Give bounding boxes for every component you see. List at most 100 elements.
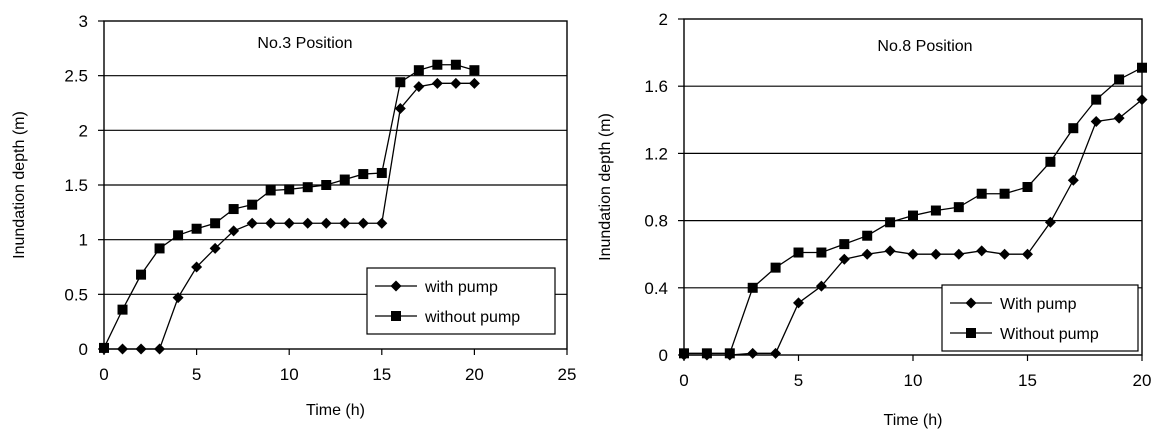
data-point bbox=[1137, 62, 1147, 73]
x-axis: 0 5 10 15 20 bbox=[679, 355, 1151, 390]
legend-box bbox=[366, 267, 556, 335]
y-axis: 0 0.4 0.8 1.2 1.6 2 bbox=[644, 10, 1142, 365]
data-point bbox=[265, 217, 277, 229]
data-point bbox=[247, 199, 258, 210]
legend-label: With pump bbox=[1000, 296, 1077, 313]
data-point bbox=[394, 102, 406, 114]
data-point bbox=[724, 348, 735, 359]
x-tick-label: 0 bbox=[679, 371, 688, 390]
data-point bbox=[838, 253, 850, 265]
data-point bbox=[228, 204, 239, 215]
data-point bbox=[1136, 94, 1148, 106]
data-point bbox=[173, 230, 184, 241]
data-point bbox=[1113, 112, 1125, 124]
x-axis-label: Time (h) bbox=[884, 412, 943, 429]
data-point bbox=[154, 343, 166, 355]
legend: With pump Without pump bbox=[941, 284, 1139, 352]
data-point bbox=[339, 174, 350, 185]
y-axis-label: Inundation depth (m) bbox=[11, 111, 28, 259]
data-point bbox=[135, 343, 147, 355]
data-point bbox=[976, 245, 988, 257]
x-tick-label: 20 bbox=[465, 365, 484, 384]
data-point bbox=[431, 77, 443, 89]
data-point bbox=[861, 248, 873, 260]
data-point bbox=[265, 185, 276, 196]
x-tick-label: 15 bbox=[1018, 371, 1037, 390]
data-point bbox=[701, 348, 712, 359]
data-point bbox=[793, 297, 804, 309]
series-without-pump bbox=[99, 59, 480, 353]
data-point bbox=[283, 217, 295, 229]
y-tick-label: 2 bbox=[79, 121, 88, 140]
x-tick-label: 25 bbox=[558, 365, 577, 384]
data-point bbox=[1045, 156, 1056, 167]
x-axis: 0 5 10 15 20 25 bbox=[99, 349, 576, 384]
legend-box bbox=[941, 284, 1139, 352]
y-tick-label: 0.4 bbox=[644, 279, 668, 298]
data-point bbox=[679, 348, 689, 359]
x-tick-label: 15 bbox=[372, 365, 391, 384]
data-point bbox=[884, 245, 896, 257]
x-tick-label: 5 bbox=[192, 365, 201, 384]
data-point bbox=[99, 342, 109, 353]
legend-label: Without pump bbox=[1000, 326, 1099, 343]
legend-label: with pump bbox=[424, 279, 498, 296]
data-point bbox=[154, 243, 165, 254]
data-point bbox=[1068, 123, 1079, 134]
data-point bbox=[450, 77, 462, 89]
legend-marker bbox=[391, 311, 401, 321]
data-point bbox=[450, 59, 461, 70]
data-point bbox=[930, 205, 941, 216]
data-point bbox=[228, 225, 240, 237]
data-point bbox=[246, 217, 258, 229]
x-tick-label: 5 bbox=[794, 371, 803, 390]
data-point bbox=[1114, 74, 1125, 85]
y-tick-label: 2 bbox=[659, 10, 668, 29]
data-point bbox=[339, 217, 351, 229]
data-point bbox=[839, 239, 850, 250]
series-without-pump bbox=[679, 62, 1147, 359]
data-point bbox=[770, 262, 781, 273]
data-point bbox=[953, 202, 964, 213]
data-point bbox=[117, 343, 129, 355]
data-point bbox=[432, 59, 443, 70]
data-point bbox=[862, 230, 873, 241]
data-point bbox=[999, 188, 1010, 199]
y-tick-label: 0.8 bbox=[644, 212, 668, 231]
data-point bbox=[1091, 94, 1102, 105]
data-point bbox=[191, 223, 202, 234]
data-point bbox=[413, 65, 424, 76]
data-point bbox=[172, 292, 184, 304]
data-point bbox=[1044, 216, 1056, 228]
data-point bbox=[747, 282, 758, 293]
series-with-pump bbox=[98, 77, 480, 355]
y-tick-label: 0 bbox=[79, 340, 88, 359]
data-point bbox=[191, 261, 203, 273]
x-tick-label: 20 bbox=[1133, 371, 1152, 390]
y-tick-label: 1.5 bbox=[64, 176, 88, 195]
data-point bbox=[1090, 115, 1102, 127]
legend-marker bbox=[390, 280, 402, 292]
data-point bbox=[302, 182, 313, 193]
chart-title: No.3 Position bbox=[257, 35, 352, 52]
y-tick-label: 0.5 bbox=[64, 285, 88, 304]
x-tick-label: 0 bbox=[99, 365, 108, 384]
data-point bbox=[770, 347, 782, 359]
data-point bbox=[930, 248, 942, 260]
data-point bbox=[1022, 182, 1033, 192]
chart-no3-position: 0 0.5 1 1.5 2 2.5 3 0 5 10 15 20 25 No.3 Position Time… bbox=[11, 12, 576, 419]
data-point bbox=[302, 217, 314, 229]
y-tick-label: 0 bbox=[659, 346, 668, 365]
y-axis: 0 0.5 1 1.5 2 2.5 3 bbox=[64, 12, 567, 359]
x-axis-label: Time (h) bbox=[306, 402, 365, 419]
data-point bbox=[976, 188, 987, 199]
data-point bbox=[320, 217, 332, 229]
data-point bbox=[210, 218, 221, 229]
data-point bbox=[953, 248, 965, 260]
data-point bbox=[358, 169, 369, 180]
data-point bbox=[321, 180, 332, 190]
data-point bbox=[284, 184, 295, 195]
data-point bbox=[468, 77, 480, 89]
data-point bbox=[747, 347, 759, 359]
